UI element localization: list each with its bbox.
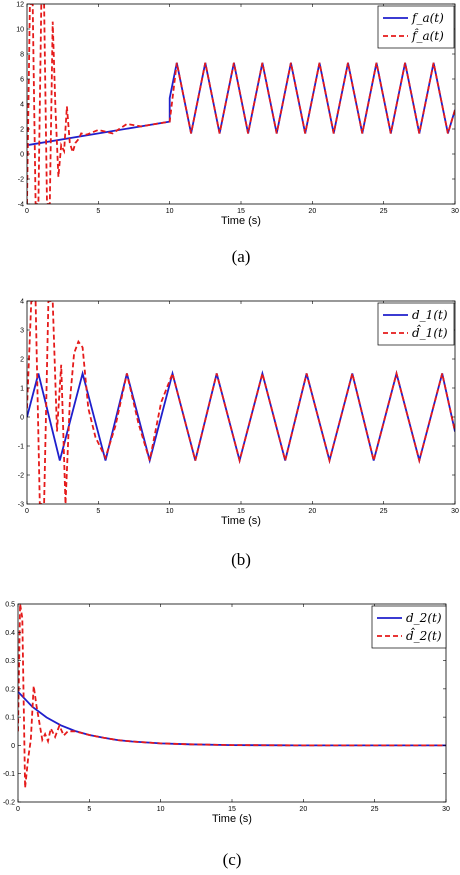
x-tick-label: 15: [237, 208, 245, 215]
x-tick-label: 20: [308, 508, 316, 515]
y-tick-label: -0.1: [3, 771, 15, 778]
x-tick-label: 0: [25, 208, 29, 215]
x-tick-label: 10: [166, 208, 174, 215]
x-tick-label: 25: [371, 806, 379, 813]
panel-caption: (a): [232, 247, 251, 266]
x-tick-label: 5: [96, 508, 100, 515]
y-tick-label: -2: [18, 177, 24, 184]
y-tick-label: 0.1: [5, 715, 15, 722]
legend-box: [371, 605, 447, 649]
legend-box: [377, 5, 455, 49]
y-tick-label: 2: [20, 357, 24, 364]
panel-caption: (c): [223, 850, 242, 869]
x-tick-label: 25: [380, 508, 388, 515]
legend-label-1: f_a(t): [411, 11, 444, 25]
x-axis-label: Time (s): [221, 515, 261, 527]
y-tick-label: 2: [20, 127, 24, 134]
x-tick-label: 0: [25, 508, 29, 515]
series-line-2: [27, 301, 455, 504]
y-tick-label: 4: [20, 299, 24, 306]
x-tick-label: 10: [166, 508, 174, 515]
legend-label-2: d̂_2(t): [406, 626, 442, 643]
series-line-2: [27, 4, 455, 204]
y-tick-label: 4: [20, 102, 24, 109]
x-axis-label: Time (s): [212, 813, 252, 825]
x-tick-label: 15: [237, 508, 245, 515]
y-tick-label: 0.4: [5, 630, 15, 637]
series-line-1: [18, 691, 446, 747]
x-tick-label: 30: [451, 208, 459, 215]
legend-label-2: d̂_1(t): [412, 323, 448, 340]
y-tick-label: -2: [18, 473, 24, 480]
y-tick-label: 1: [20, 386, 24, 393]
legend-box: [377, 302, 455, 346]
x-tick-label: 5: [96, 208, 100, 215]
y-tick-label: 0.3: [5, 658, 15, 665]
y-tick-label: -1: [18, 444, 24, 451]
x-tick-label: 10: [157, 806, 165, 813]
y-tick-label: 0: [20, 152, 24, 159]
y-tick-label: 0.2: [5, 686, 15, 693]
y-tick-label: 0: [11, 743, 15, 750]
chart-b: 0 5 10 15 20 25 30 -3 -2 -1 0 1 2 3 4 Time (s) d_1(t)d̂_…: [18, 299, 459, 570]
y-tick-label: 6: [20, 77, 24, 84]
y-tick-label: 0: [20, 415, 24, 422]
x-tick-label: 25: [380, 208, 388, 215]
legend-label-1: d_1(t): [412, 308, 448, 322]
y-tick-label: -4: [18, 202, 24, 209]
y-tick-label: 12: [16, 2, 24, 9]
x-tick-label: 20: [308, 208, 316, 215]
series-line-1: [27, 369, 455, 465]
x-tick-label: 20: [299, 806, 307, 813]
y-tick-label: 3: [20, 328, 24, 335]
chart-c: 0 5 10 15 20 25 30 -0.2 -0.1 0 0.1 0.2 0.3 0.4 0.5 Time…: [3, 602, 450, 870]
y-tick-label: 10: [16, 27, 24, 34]
y-tick-label: 0.5: [5, 602, 15, 609]
x-tick-label: 30: [451, 508, 459, 515]
y-tick-label: 8: [20, 52, 24, 59]
x-tick-label: 5: [87, 806, 91, 813]
y-tick-label: -3: [18, 502, 24, 509]
panel-caption: (b): [231, 550, 251, 569]
x-tick-label: 30: [442, 806, 450, 813]
x-tick-label: 15: [228, 806, 236, 813]
chart-a: 0 5 10 15 20 25 30 -4 -2 0 2 4 6 8 10 12 Time (s) f_a(t)f…: [16, 2, 459, 267]
x-axis-label: Time (s): [221, 215, 261, 227]
legend-label-1: d_2(t): [406, 611, 442, 625]
series-line-2: [18, 604, 446, 788]
x-tick-label: 0: [16, 806, 20, 813]
legend-label-2: f̂_a(t): [411, 27, 444, 43]
y-tick-label: -0.2: [3, 800, 15, 807]
